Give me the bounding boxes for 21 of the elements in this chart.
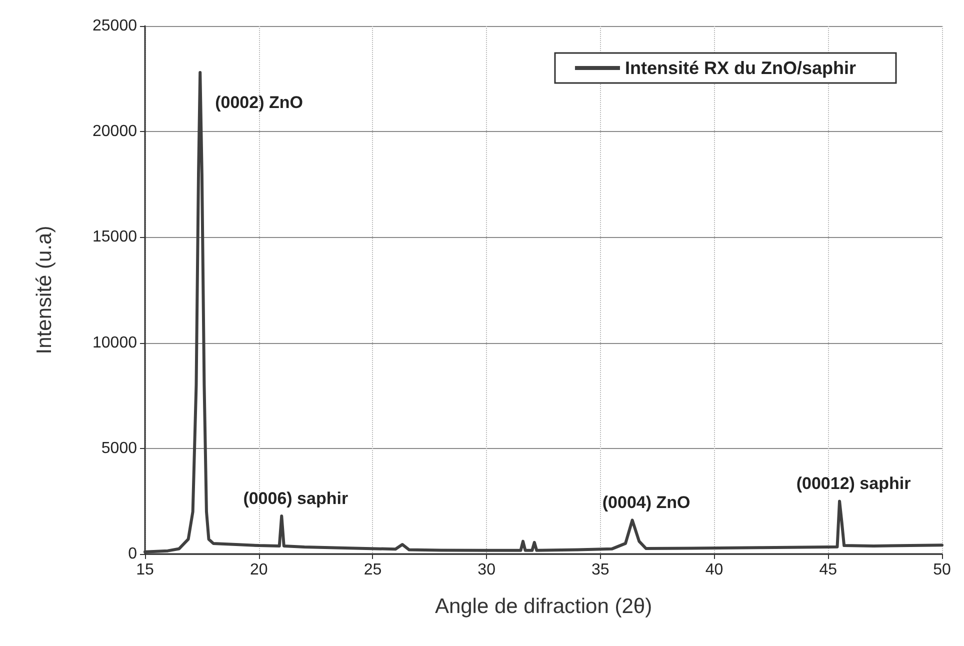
annotation: (00012) saphir bbox=[796, 474, 912, 494]
y-tick-label: 20000 bbox=[92, 123, 138, 140]
x-tick-label: 45 bbox=[819, 562, 838, 578]
x-tick-label: 40 bbox=[705, 562, 724, 578]
annotation: (0002) ZnO bbox=[215, 92, 303, 112]
annotation: (0004) ZnO bbox=[602, 493, 690, 512]
x-tick-label: 35 bbox=[592, 562, 610, 578]
x-tick-label: 15 bbox=[136, 562, 154, 578]
x-tick-label: 20 bbox=[250, 562, 268, 578]
y-tick-label: 10000 bbox=[92, 334, 138, 352]
x-tick-label: 25 bbox=[364, 562, 382, 578]
x-tick-label: 50 bbox=[933, 562, 951, 578]
x-axis-title: Angle de difraction (2θ) bbox=[434, 595, 652, 618]
legend-label: Intensité RX du ZnO/saphir bbox=[624, 58, 856, 78]
x-tick-label: 30 bbox=[478, 562, 496, 578]
y-tick-label: 0 bbox=[128, 546, 138, 562]
y-axis-title: Intensité (u.a) bbox=[33, 226, 56, 354]
annotation: (0006) saphir bbox=[243, 488, 348, 508]
y-tick-label: 15000 bbox=[92, 228, 138, 246]
y-tick-label: 25000 bbox=[92, 18, 138, 34]
y-tick-label: 5000 bbox=[101, 440, 138, 457]
